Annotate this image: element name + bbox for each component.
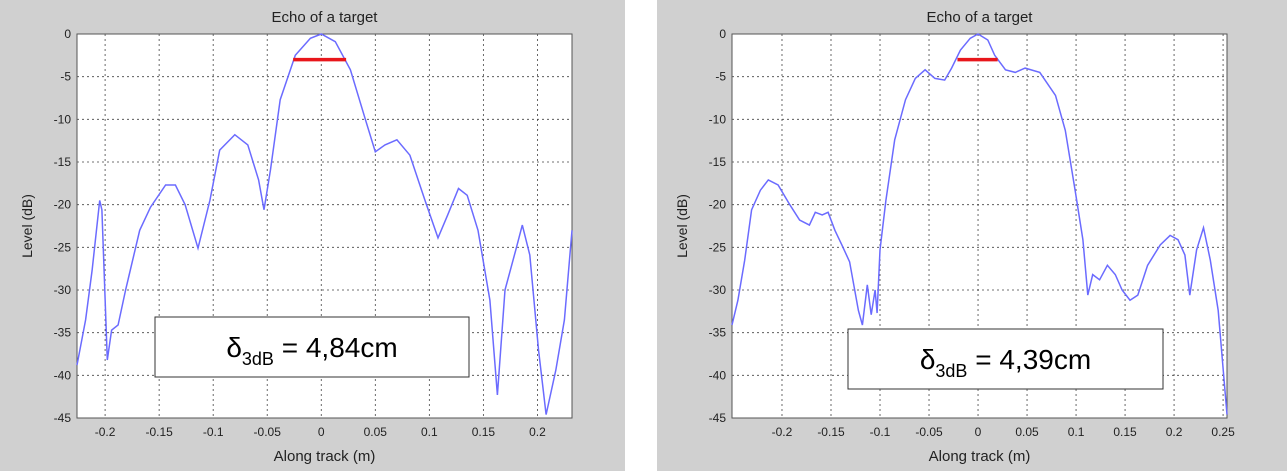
- annotation-text: = 4,84cm: [274, 332, 398, 363]
- x-tick-label: 0: [975, 425, 982, 439]
- x-tick-label: 0.15: [472, 425, 496, 439]
- y-axis-label: Level (dB): [674, 194, 690, 258]
- data-line: [731, 33, 1228, 415]
- y-tick-label: -5: [60, 70, 71, 84]
- y-tick-label: -40: [54, 368, 72, 382]
- x-axis-label: Along track (m): [929, 448, 1031, 465]
- data-line: [76, 33, 573, 415]
- y-tick-label: -25: [54, 240, 72, 254]
- annotation-subscript: 3dB: [935, 361, 967, 381]
- chart-title: Echo of a target: [272, 9, 379, 26]
- y-tick-label: 0: [719, 27, 726, 41]
- x-tick-label: -0.05: [915, 425, 943, 439]
- plot-frame: [731, 33, 1228, 419]
- x-tick-label: 0: [318, 425, 325, 439]
- annotation-symbol: δ: [226, 332, 242, 363]
- x-axis-label: Along track (m): [274, 448, 376, 465]
- plot-frame: [76, 33, 573, 419]
- annotation-text: = 4,39cm: [967, 344, 1091, 375]
- y-tick-label: -15: [709, 155, 727, 169]
- y-tick-label: -40: [709, 368, 727, 382]
- y-tick-label: -35: [54, 326, 72, 340]
- y-tick-label: -25: [709, 240, 727, 254]
- x-tick-label: 0.15: [1113, 425, 1137, 439]
- chart-title: Echo of a target: [927, 9, 1034, 26]
- annotation: δ3dB = 4,39cm: [920, 344, 1091, 381]
- y-tick-label: -35: [709, 326, 727, 340]
- x-tick-label: -0.2: [95, 425, 116, 439]
- x-tick-label: 0.05: [1015, 425, 1039, 439]
- x-tick-label: 0.1: [1068, 425, 1085, 439]
- x-tick-label: -0.15: [817, 425, 845, 439]
- annotation-symbol: δ: [920, 344, 936, 375]
- y-tick-label: -20: [709, 198, 727, 212]
- y-tick-label: -30: [54, 283, 72, 297]
- annotation-subscript: 3dB: [242, 349, 274, 369]
- y-tick-label: -45: [709, 411, 727, 425]
- x-tick-label: 0.05: [364, 425, 388, 439]
- y-axis-label: Level (dB): [19, 194, 35, 258]
- x-tick-label: -0.1: [870, 425, 891, 439]
- y-tick-label: -30: [709, 283, 727, 297]
- x-tick-label: -0.05: [254, 425, 282, 439]
- annotation-box: [847, 328, 1164, 390]
- y-tick-label: -15: [54, 155, 72, 169]
- x-tick-label: -0.15: [145, 425, 173, 439]
- y-tick-label: 0: [64, 27, 71, 41]
- x-tick-label: 0.2: [529, 425, 546, 439]
- x-tick-label: -0.1: [203, 425, 224, 439]
- x-tick-label: 0.25: [1211, 425, 1235, 439]
- x-tick-label: 0.2: [1166, 425, 1183, 439]
- annotation-box: [154, 316, 470, 378]
- y-tick-label: -10: [54, 112, 72, 126]
- x-tick-label: 0.1: [421, 425, 438, 439]
- y-tick-label: -5: [715, 70, 726, 84]
- y-tick-label: -20: [54, 198, 72, 212]
- annotation: δ3dB = 4,84cm: [226, 332, 397, 369]
- x-tick-label: -0.2: [772, 425, 793, 439]
- y-tick-label: -10: [709, 112, 727, 126]
- y-tick-label: -45: [54, 411, 72, 425]
